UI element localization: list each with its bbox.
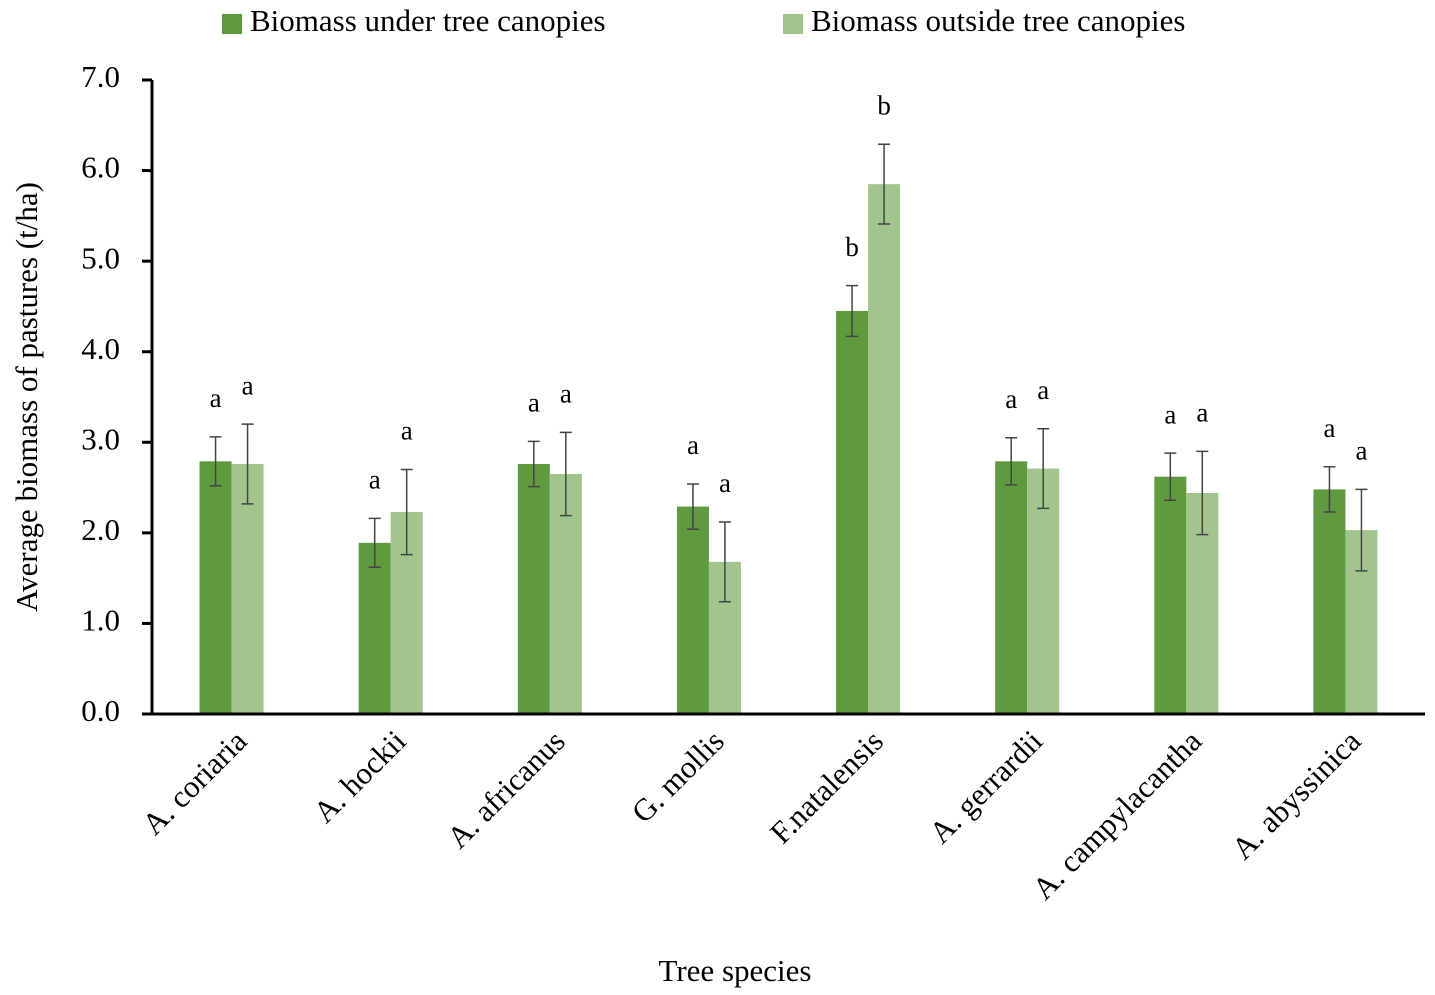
significance-letter: a xyxy=(1355,436,1367,466)
error-bar xyxy=(1164,452,1177,502)
bar xyxy=(358,542,391,714)
significance-letter: a xyxy=(687,430,699,460)
significance-letter: a xyxy=(1005,384,1017,414)
error-bar xyxy=(209,436,222,487)
significance-letter: b xyxy=(877,91,891,121)
significance-letter: b xyxy=(845,232,859,262)
bar xyxy=(868,184,901,714)
x-tick-label: A. africanus xyxy=(440,723,572,855)
x-tick-label: A. campylacantha xyxy=(1025,723,1208,906)
error-bar xyxy=(1196,450,1209,536)
legend-swatch xyxy=(222,14,242,34)
bar xyxy=(517,464,550,714)
error-bar xyxy=(686,483,699,530)
significance-letter: a xyxy=(560,379,572,409)
significance-letter: a xyxy=(242,370,254,400)
x-tick-label: A. gerrardii xyxy=(922,723,1049,850)
y-tick-label: 7.0 xyxy=(81,59,120,94)
bar xyxy=(199,461,232,714)
error-bar xyxy=(368,517,381,569)
x-tick-label: F.natalensis xyxy=(763,723,890,850)
y-axis-label: Average biomass of pastures (t/ha) xyxy=(9,182,44,612)
significance-letter: a xyxy=(401,416,413,446)
error-bar xyxy=(400,468,413,556)
legend-label: Biomass under tree canopies xyxy=(250,3,606,38)
legend-swatch xyxy=(783,14,803,34)
legend-label: Biomass outside tree canopies xyxy=(811,3,1186,38)
y-tick-label: 2.0 xyxy=(81,512,120,547)
y-tick-label: 6.0 xyxy=(81,150,120,185)
significance-letter: a xyxy=(1196,398,1208,428)
y-tick-label: 0.0 xyxy=(81,693,120,728)
x-tick-label: A. hockii xyxy=(306,723,413,830)
error-bar xyxy=(878,143,891,225)
bar xyxy=(995,461,1028,714)
error-bar xyxy=(1323,465,1336,513)
significance-letter: a xyxy=(528,388,540,418)
x-tick-label: A. coriaria xyxy=(135,723,254,842)
significance-letter: a xyxy=(719,468,731,498)
error-bar xyxy=(718,521,731,603)
bar xyxy=(1154,476,1187,714)
bar xyxy=(1313,489,1346,714)
x-axis-label: Tree species xyxy=(659,953,812,988)
significance-letter: a xyxy=(210,383,222,413)
error-bar xyxy=(846,284,859,338)
bar xyxy=(836,310,869,714)
y-tick-label: 5.0 xyxy=(81,240,120,275)
y-tick-label: 1.0 xyxy=(81,603,120,638)
error-bar xyxy=(559,431,572,517)
error-bar xyxy=(527,440,540,488)
x-tick-label: A. abyssinica xyxy=(1225,723,1368,866)
significance-letter: a xyxy=(369,465,381,495)
bar xyxy=(676,506,709,714)
error-bar xyxy=(1005,437,1018,486)
error-bar xyxy=(1037,427,1050,510)
error-bar xyxy=(241,423,254,505)
significance-letter: a xyxy=(1164,399,1176,429)
bar xyxy=(231,464,264,714)
error-bar xyxy=(1355,488,1368,572)
y-tick-label: 3.0 xyxy=(81,421,120,456)
significance-letter: a xyxy=(1037,375,1049,405)
significance-letter: a xyxy=(1323,413,1335,443)
y-tick-label: 4.0 xyxy=(81,331,120,366)
bar xyxy=(1027,468,1060,714)
x-tick-label: G. mollis xyxy=(625,723,731,829)
